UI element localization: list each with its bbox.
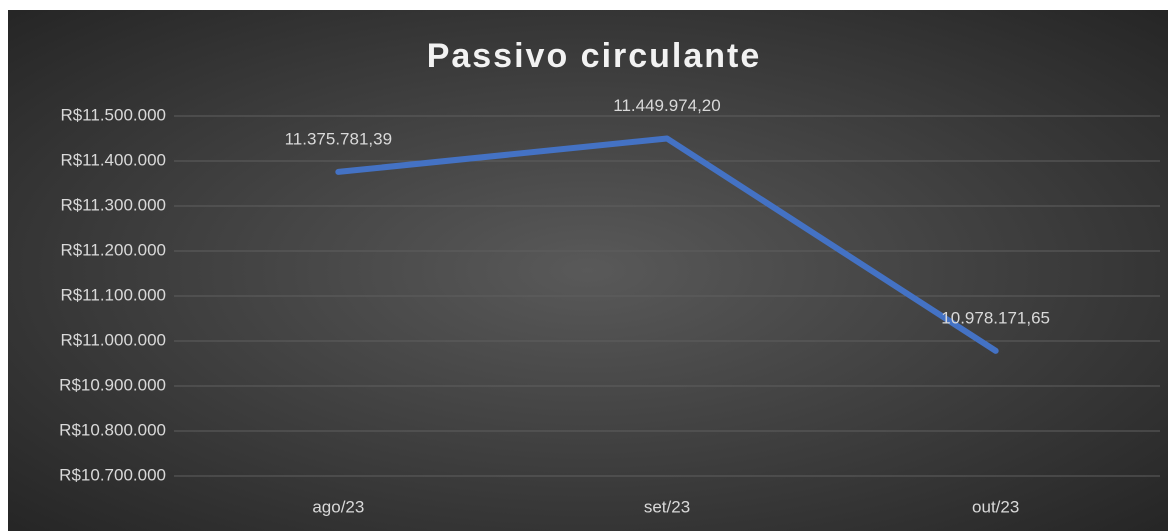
data-label: 10.978.171,65 — [941, 308, 1050, 327]
y-tick-label: R$11.500.000 — [60, 105, 166, 124]
x-tick-label: ago/23 — [312, 497, 364, 516]
y-tick-label: R$11.000.000 — [60, 330, 166, 349]
y-tick-label: R$11.400.000 — [60, 150, 166, 169]
y-tick-label: R$11.300.000 — [60, 195, 166, 214]
line-series — [335, 135, 999, 354]
chart-title: Passivo circulante — [427, 37, 762, 75]
y-tick-label: R$10.700.000 — [59, 465, 166, 484]
y-tick-label: R$11.100.000 — [60, 285, 166, 304]
x-tick-label: out/23 — [972, 497, 1019, 516]
chart-background — [8, 10, 1168, 531]
x-tick-label: set/23 — [644, 497, 690, 516]
y-tick-label: R$10.800.000 — [59, 420, 166, 439]
y-tick-label: R$10.900.000 — [59, 375, 166, 394]
data-label: 11.449.974,20 — [613, 96, 720, 115]
y-tick-label: R$11.200.000 — [60, 240, 166, 259]
data-label: 11.375.781,39 — [285, 129, 392, 148]
